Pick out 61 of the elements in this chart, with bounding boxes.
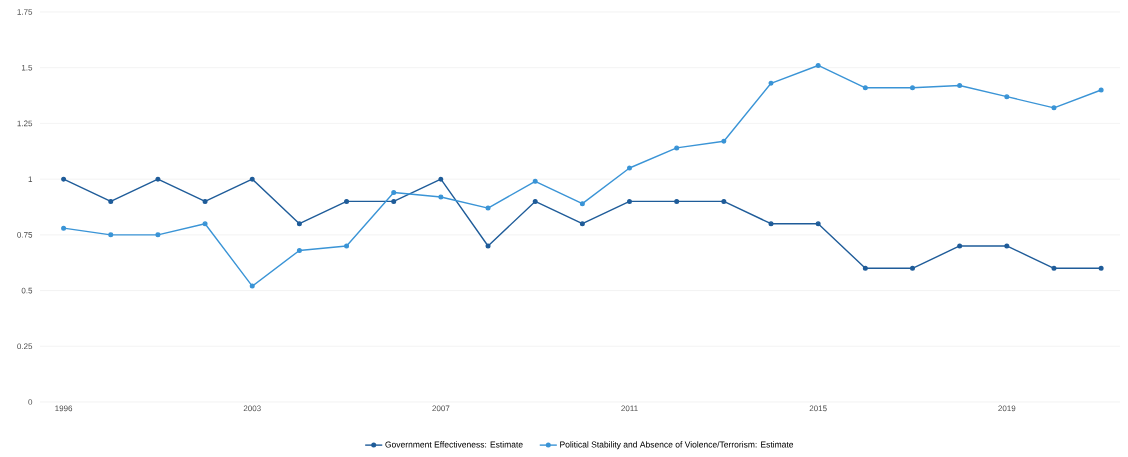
point: [721, 198, 727, 204]
point: [721, 138, 727, 144]
point: [296, 247, 302, 253]
point: [202, 221, 208, 227]
point: [1051, 265, 1057, 271]
point: [1004, 243, 1010, 249]
point: [862, 265, 868, 271]
y-tick-label: 0: [28, 399, 33, 405]
y-tick-label: 0.5: [21, 287, 33, 294]
point: [627, 198, 633, 204]
point: [1098, 265, 1104, 271]
point: [391, 198, 397, 204]
point: [391, 190, 397, 195]
y-tick-label: 0.75: [17, 232, 33, 238]
x-tick-label: 2011: [621, 405, 638, 412]
point: [957, 243, 963, 249]
y-tick-label: 0.25: [17, 343, 33, 350]
point: [957, 83, 963, 89]
point: [202, 198, 208, 204]
y-tick-label: 1.25: [17, 120, 33, 127]
point: [532, 198, 538, 204]
legend-label: Government Effectiveness: Estimate: [385, 441, 523, 448]
x-tick-label: 2007: [432, 405, 450, 412]
point: [155, 176, 161, 182]
point: [155, 232, 161, 238]
point: [579, 221, 585, 227]
point: [674, 145, 680, 151]
point: [344, 243, 350, 249]
point: [61, 176, 67, 182]
point: [627, 165, 633, 171]
point: [862, 85, 868, 91]
point: [296, 221, 302, 227]
point: [438, 176, 444, 182]
x-tick-label: 2019: [998, 405, 1016, 412]
point: [815, 221, 821, 227]
point: [438, 194, 444, 200]
point: [249, 283, 255, 289]
point: [485, 205, 491, 211]
x-tick-label: 1996: [55, 405, 73, 412]
point: [910, 85, 915, 91]
x-tick-label: 2015: [809, 405, 827, 412]
point: [579, 201, 585, 207]
point: [1004, 94, 1010, 100]
y-tick-label: 1.75: [17, 9, 33, 15]
point: [249, 176, 255, 182]
legend-label: Political Stability and Absence of Violence/Terrorism: Estimate: [560, 441, 794, 450]
point: [532, 178, 538, 184]
point: [1098, 87, 1104, 93]
point: [674, 198, 680, 204]
x-tick-label: 2003: [243, 405, 261, 412]
y-tick-label: 1: [28, 176, 33, 182]
point: [768, 221, 774, 227]
point: [910, 265, 915, 271]
point: [108, 232, 114, 238]
point: [108, 198, 114, 204]
point: [815, 62, 821, 68]
point: [1051, 105, 1057, 111]
y-tick-label: 1.5: [21, 64, 33, 71]
point: [768, 80, 774, 86]
point: [344, 198, 350, 204]
point: [61, 225, 67, 231]
